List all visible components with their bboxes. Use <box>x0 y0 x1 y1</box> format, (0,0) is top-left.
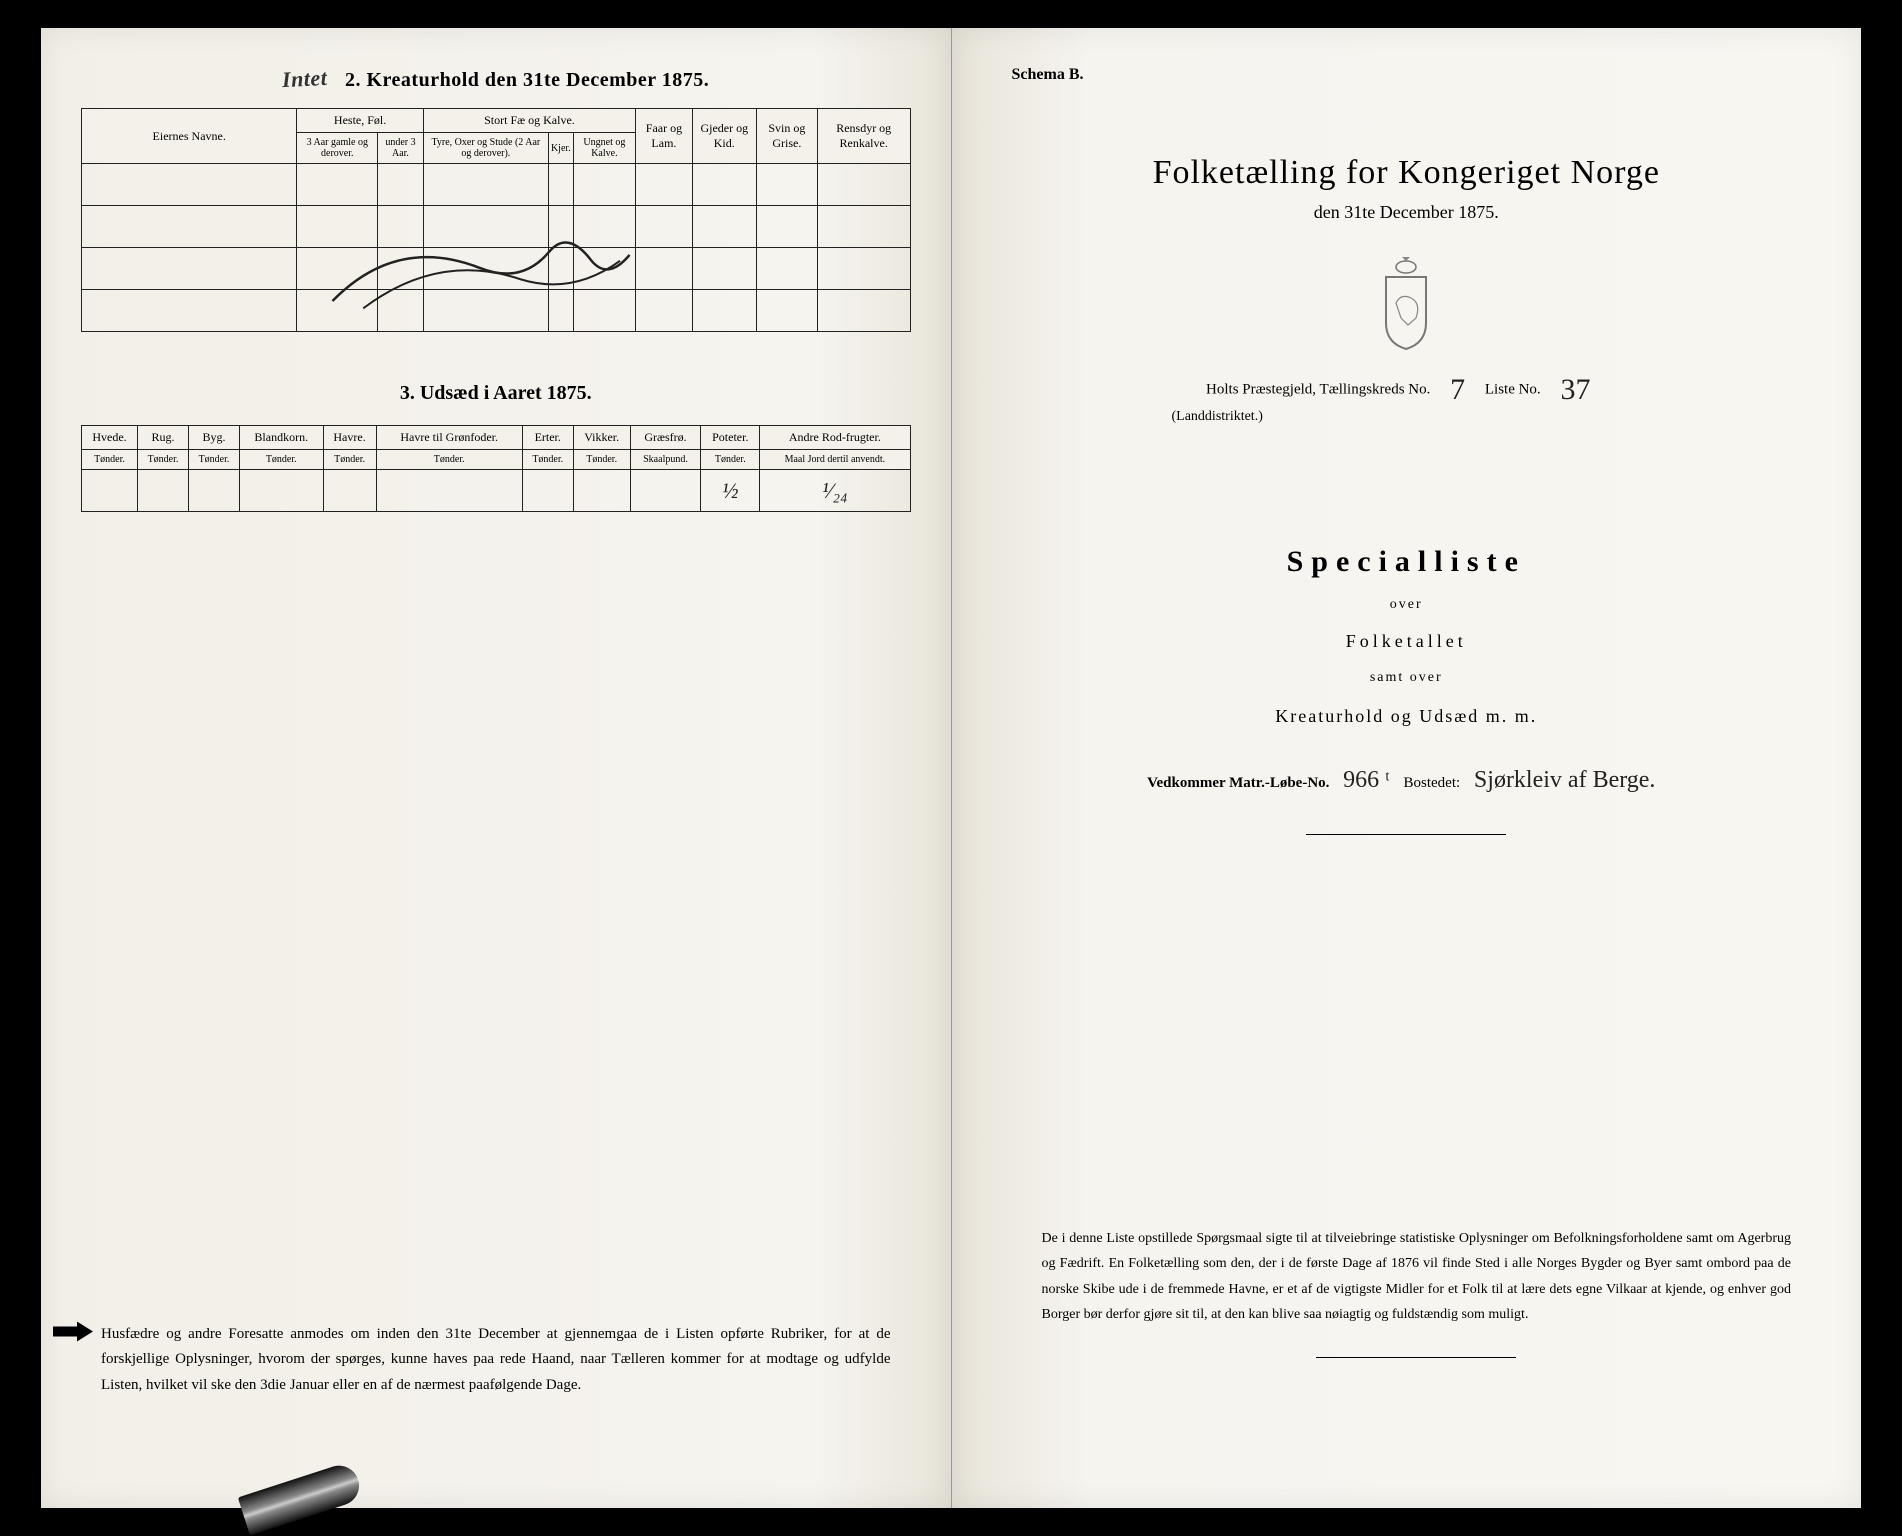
divider <box>1306 834 1506 835</box>
t3v6 <box>522 470 573 512</box>
t3h2: Byg. <box>188 426 239 450</box>
liste-label: Liste No. <box>1485 381 1541 397</box>
t3h7: Vikker. <box>573 426 630 450</box>
t3u10: Maal Jord dertil anvendt. <box>760 450 910 470</box>
t3u3: Tønder. <box>239 450 323 470</box>
t3h0: Hvede. <box>82 426 138 450</box>
sub-1: under 3 Aar. <box>378 133 424 164</box>
schema-label: Schema B. <box>1012 66 1822 84</box>
specialliste-title: Specialliste <box>992 545 1822 579</box>
footnote-text: Husfædre og andre Foresatte anmodes om i… <box>101 1326 891 1393</box>
t3h3: Blandkorn. <box>239 426 323 450</box>
t3h10: Andre Rod-frugter. <box>760 426 910 450</box>
over-label: over <box>992 597 1822 613</box>
vedkommer-line: Vedkommer Matr.-Løbe-No. 966 ᵗ Bostedet:… <box>992 767 1822 794</box>
kreatur-table: Eiernes Navne. Heste, Føl. Stort Fæ og K… <box>81 108 911 332</box>
col-owner: Eiernes Navne. <box>82 109 297 164</box>
district-line: Holts Præstegjeld, Tællingskreds No. 7 L… <box>992 373 1822 407</box>
sub-4: Ungnet og Kalve. <box>573 133 635 164</box>
t3v0 <box>82 470 138 512</box>
col-rens: Rensdyr og Renkalve. <box>817 109 910 164</box>
ved-num: 966 ᵗ <box>1343 767 1390 793</box>
t3h5: Havre til Grønfoder. <box>376 426 522 450</box>
pen-object <box>238 1460 364 1535</box>
folketallet-label: Folketallet <box>992 631 1822 652</box>
left-footnote: Husfædre og andre Foresatte anmodes om i… <box>101 1322 891 1399</box>
table3-units: Tønder. Tønder. Tønder. Tønder. Tønder. … <box>82 450 911 470</box>
col-gjeder: Gjeder og Kid. <box>692 109 756 164</box>
section2-title: Intet 2. Kreaturhold den 31te December 1… <box>81 66 911 92</box>
subtitle: den 31te December 1875. <box>992 202 1822 223</box>
t3v5 <box>376 470 522 512</box>
col-faar: Faar og Lam. <box>636 109 693 164</box>
t3h8: Græsfrø. <box>630 426 701 450</box>
right-foot-text: De i denne Liste opstillede Spørgsmaal s… <box>1042 1231 1792 1322</box>
right-footnote: De i denne Liste opstillede Spørgsmaal s… <box>1042 1226 1792 1398</box>
col-group-heste: Heste, Føl. <box>297 109 423 133</box>
t3v2 <box>188 470 239 512</box>
t3u6: Tønder. <box>522 450 573 470</box>
kreds-no: 7 <box>1450 373 1465 407</box>
samtover-label: samt over <box>992 670 1822 686</box>
t3u7: Tønder. <box>573 450 630 470</box>
left-page: Intet 2. Kreaturhold den 31te December 1… <box>41 28 952 1508</box>
t3u0: Tønder. <box>82 450 138 470</box>
table-row <box>82 206 911 248</box>
kreatur-line: Kreaturhold og Udsæd m. m. <box>992 706 1822 727</box>
divider-bottom <box>1316 1357 1516 1358</box>
sub-0: 3 Aar gamle og derover. <box>297 133 378 164</box>
pointer-icon <box>53 1322 93 1342</box>
table-row <box>82 248 911 290</box>
main-title: Folketælling for Kongeriget Norge <box>992 154 1822 192</box>
table3-values: ½ ¹⁄₂₄ <box>82 470 911 512</box>
t3v8 <box>630 470 701 512</box>
district-prefix: Holts Præstegjeld, Tællingskreds No. <box>1206 381 1430 397</box>
handwritten-annot: Intet <box>282 65 329 93</box>
t3u4: Tønder. <box>323 450 376 470</box>
t3v7 <box>573 470 630 512</box>
col-group-stort: Stort Fæ og Kalve. <box>423 109 635 133</box>
t3u9: Tønder. <box>701 450 760 470</box>
bosted-label: Bostedet: <box>1404 775 1461 791</box>
udsaed-table: Hvede. Rug. Byg. Blandkorn. Havre. Havre… <box>81 425 911 512</box>
t3v10: ¹⁄₂₄ <box>760 470 910 512</box>
t3h4: Havre. <box>323 426 376 450</box>
bosted-value: Sjørkleiv af Berge. <box>1474 767 1656 793</box>
t3u5: Tønder. <box>376 450 522 470</box>
t3u1: Tønder. <box>137 450 188 470</box>
t3v9: ½ <box>701 470 760 512</box>
section2-title-text: 2. Kreaturhold den 31te December 1875. <box>345 69 709 91</box>
t3v1 <box>137 470 188 512</box>
liste-no: 37 <box>1560 373 1590 407</box>
col-svin: Svin og Grise. <box>756 109 817 164</box>
ved-label: Vedkommer Matr.-Løbe-No. <box>1147 775 1329 791</box>
t3h1: Rug. <box>137 426 188 450</box>
t3h9: Poteter. <box>701 426 760 450</box>
section3-title: 3. Udsæd i Aaret 1875. <box>81 382 911 405</box>
book-spread: Intet 2. Kreaturhold den 31te December 1… <box>41 28 1861 1508</box>
landdistriktet: (Landdistriktet.) <box>1172 409 1822 425</box>
right-page: Schema B. Folketælling for Kongeriget No… <box>952 28 1862 1508</box>
t3u2: Tønder. <box>188 450 239 470</box>
table3-head: Hvede. Rug. Byg. Blandkorn. Havre. Havre… <box>82 426 911 450</box>
crest-icon <box>1366 253 1446 353</box>
t3v4 <box>323 470 376 512</box>
table-row <box>82 164 911 206</box>
sub-2: Tyre, Oxer og Stude (2 Aar og derover). <box>423 133 548 164</box>
table-row <box>82 290 911 332</box>
t3h6: Erter. <box>522 426 573 450</box>
sub-3: Kjer. <box>548 133 573 164</box>
t3v3 <box>239 470 323 512</box>
t3u8: Skaalpund. <box>630 450 701 470</box>
